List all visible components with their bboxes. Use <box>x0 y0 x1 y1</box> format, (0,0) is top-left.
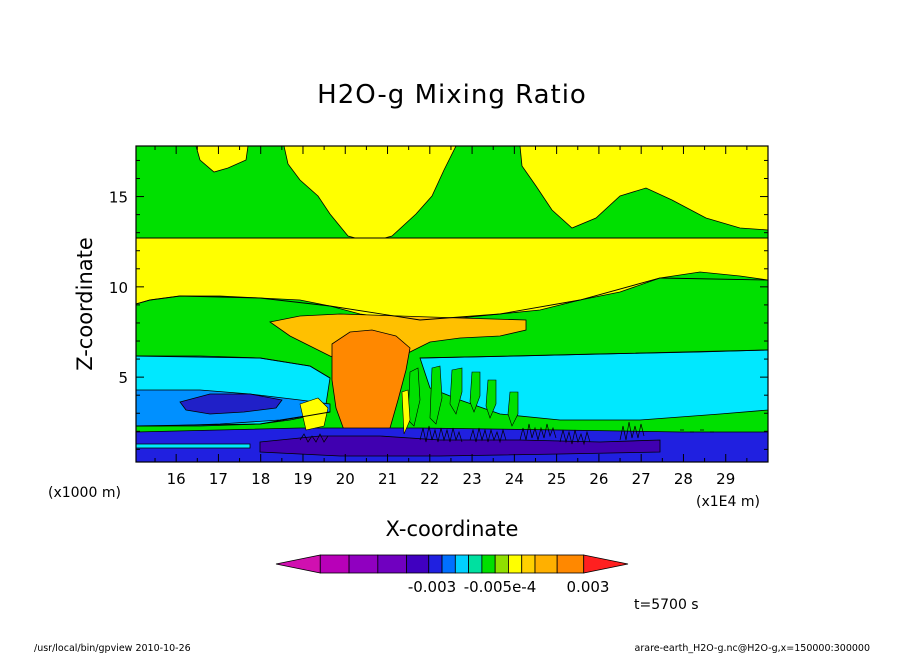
y-tick-label: 5 <box>118 369 128 387</box>
colorbar-swatch <box>508 554 523 574</box>
x-unit-note: (x1E4 m) <box>696 494 760 510</box>
x-tick-label: 28 <box>674 470 693 488</box>
colorbar-swatch <box>428 554 443 574</box>
x-tick-label: 17 <box>209 470 228 488</box>
x-tick-label: 22 <box>420 470 439 488</box>
colorbar-swatch <box>556 554 585 574</box>
x-tick-label: 23 <box>463 470 482 488</box>
x-tick-label: 26 <box>589 470 608 488</box>
y-unit-note: (x1000 m) <box>48 485 121 501</box>
footer-left: /usr/local/bin/gpview 2010-10-26 <box>34 643 191 654</box>
footer-right: arare-earth_H2O-g.nc@H2O-g,x=150000:3000… <box>635 643 870 654</box>
y-tick-label: 10 <box>109 279 128 297</box>
colorbar-label: 0.003 <box>567 578 610 596</box>
x-tick-labels: 16 17 18 19 20 21 22 23 24 25 26 27 28 29 <box>167 470 736 488</box>
y-tick-label: 15 <box>109 189 128 207</box>
colorbar-label: -0.005e-4 <box>464 578 537 596</box>
plot-area <box>136 146 768 462</box>
colorbar-swatch <box>468 554 483 574</box>
colorbar <box>275 554 629 574</box>
colorbar-swatch <box>377 554 408 574</box>
x-tick-label: 24 <box>505 470 524 488</box>
colorbar-swatch <box>521 554 536 574</box>
x-tick-label: 19 <box>293 470 312 488</box>
surface-contour-noise <box>299 421 714 446</box>
colorbar-swatch <box>481 554 496 574</box>
colorbar-label: -0.003 <box>408 578 456 596</box>
colorbar-swatch <box>583 554 629 574</box>
field-filaments <box>407 365 519 427</box>
field-darkblue-lens <box>179 393 283 415</box>
colorbar-swatch <box>275 554 321 574</box>
x-tick-label: 29 <box>716 470 735 488</box>
y-axis-label: Z-coordinate <box>73 237 97 371</box>
field-yellow-top-left <box>195 146 249 173</box>
field-orange-core <box>331 329 411 441</box>
colorbar-swatch <box>454 554 470 574</box>
colorbar-swatch <box>406 554 430 574</box>
x-tick-marks <box>154 146 748 462</box>
chart-title: H2O-g Mixing Ratio <box>317 80 587 110</box>
x-tick-label: 16 <box>167 470 186 488</box>
field-cyan-surface-strip <box>136 443 251 449</box>
colorbar-swatch <box>534 554 558 574</box>
x-tick-label: 27 <box>632 470 651 488</box>
contour-lines <box>136 237 768 427</box>
y-tick-labels: 5 10 15 <box>109 189 128 388</box>
x-tick-label: 20 <box>336 470 355 488</box>
colorbar-swatch <box>319 554 350 574</box>
x-tick-label: 25 <box>547 470 566 488</box>
field-yellow-top-right <box>519 146 768 231</box>
x-tick-label: 21 <box>378 470 397 488</box>
plot-frame <box>135 145 769 463</box>
colorbar-swatch <box>348 554 379 574</box>
field-yellow-filaments <box>299 389 411 435</box>
x-axis-label: X-coordinate <box>386 517 519 541</box>
colorbar-labels: -0.003 -0.005e-4 0.003 <box>408 578 610 596</box>
y-tick-marks <box>136 159 768 450</box>
colorbar-swatch <box>494 554 509 574</box>
time-label: t=5700 s <box>634 597 699 613</box>
x-tick-label: 18 <box>251 470 270 488</box>
colorbar-swatch <box>441 554 456 574</box>
